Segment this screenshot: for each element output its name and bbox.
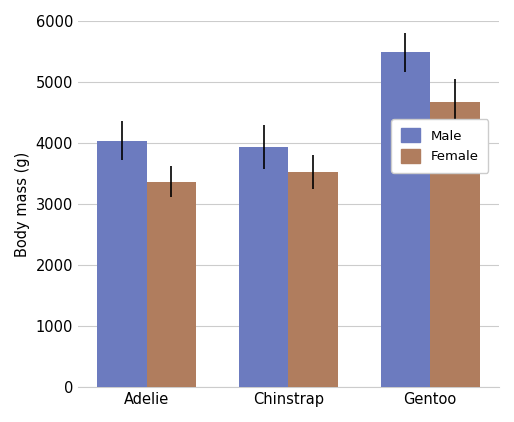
Y-axis label: Body mass (g): Body mass (g) bbox=[15, 151, 30, 257]
Bar bbox=[97, 141, 146, 387]
Bar bbox=[146, 181, 196, 387]
Bar bbox=[380, 52, 430, 387]
Bar bbox=[239, 147, 288, 387]
Bar bbox=[430, 102, 480, 387]
Legend: Male, Female: Male, Female bbox=[391, 119, 488, 173]
Bar bbox=[288, 172, 338, 387]
